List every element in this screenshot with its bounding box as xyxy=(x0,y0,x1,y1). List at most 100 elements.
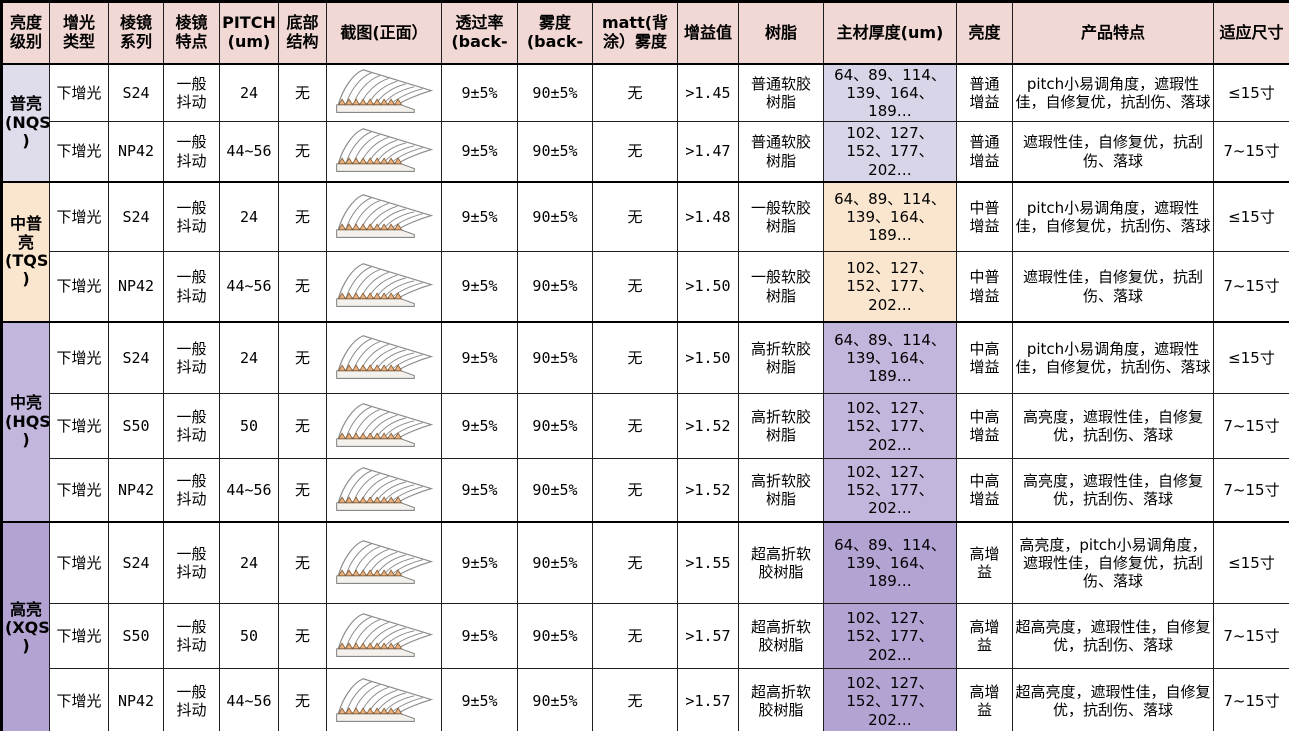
cell-matt-haze: 无 xyxy=(592,251,678,323)
cell-brightness: 中普 增益 xyxy=(956,180,1013,253)
cell-type: 下增光 xyxy=(49,62,109,123)
cell-bottom: 无 xyxy=(278,668,327,731)
col-header-type: 增光 类型 xyxy=(49,1,109,65)
cell-resin: 高折软胶 树脂 xyxy=(738,320,824,395)
group-label-hqs: 中亮 (HQS ) xyxy=(1,320,50,523)
col-header-series: 棱镜 系列 xyxy=(108,1,164,65)
cell-bottom: 无 xyxy=(278,603,327,670)
prism-cross-section-icon xyxy=(331,400,437,453)
cell-bottom: 无 xyxy=(278,251,327,323)
cell-transmittance: 9±5% xyxy=(441,458,518,523)
cell-type: 下增光 xyxy=(49,668,109,731)
col-header-gain: 增益值 xyxy=(677,1,739,65)
col-header-level: 亮度 级别 xyxy=(1,1,50,65)
cell-size: ≤15寸 xyxy=(1213,520,1289,605)
cell-feature: 一般 抖动 xyxy=(163,520,220,605)
cell-resin: 超高折软 胶树脂 xyxy=(738,520,824,605)
cell-haze: 90±5% xyxy=(517,62,593,123)
cell-gain: >1.48 xyxy=(677,180,739,253)
table-row: 下增光 NP42 一般 抖动 44~56 无 9±5% 90±5% 无 >1.5… xyxy=(2,251,1289,323)
cell-pitch: 24 xyxy=(219,180,279,253)
table-row: 高亮 (XQS ) 下增光 S24 一般 抖动 24 无 9±5% 90±5% … xyxy=(1,520,1289,731)
cell-resin: 高折软胶 树脂 xyxy=(738,458,824,523)
cell-feature: 一般 抖动 xyxy=(163,603,220,670)
prism-cross-section-icon xyxy=(331,125,437,178)
cell-gain: >1.57 xyxy=(677,668,739,731)
cell-type: 下增光 xyxy=(49,393,109,460)
cell-image xyxy=(326,320,442,395)
cell-brightness: 普通 增益 xyxy=(956,121,1013,183)
header-row: 亮度 级别 增光 类型 棱镜 系列 棱镜 特点 PITCH (um) 底部 结构… xyxy=(1,1,1289,65)
cell-features: 超高亮度，遮瑕性佳，自修复优，抗刮伤、落球 xyxy=(1012,603,1214,670)
cell-type: 下增光 xyxy=(49,520,109,605)
cell-haze: 90±5% xyxy=(517,393,593,460)
cell-features: 高亮度，遮瑕性佳，自修复优，抗刮伤、落球 xyxy=(1012,458,1214,523)
cell-image xyxy=(326,668,442,731)
cell-thickness: 102、127、152、177、202… xyxy=(823,458,957,523)
cell-image xyxy=(326,458,442,523)
cell-brightness: 中高 增益 xyxy=(956,320,1013,395)
cell-thickness: 64、89、114、139、164、189… xyxy=(823,320,957,395)
cell-features: 遮瑕性佳，自修复优，抗刮伤、落球 xyxy=(1012,251,1214,323)
table-row: 普亮 (NQS ) 下增光 S24 一般 抖动 24 无 9±5% 90±5% … xyxy=(1,62,1289,183)
cell-features: pitch小易调角度，遮瑕性佳，自修复优，抗刮伤、落球 xyxy=(1012,180,1214,253)
col-header-transmittance: 透过率 (back- xyxy=(441,1,518,65)
table-row: 下增光 S50 一般 抖动 50 无 9±5% 90±5% 无 >1.52 高折… xyxy=(2,393,1289,460)
cell-haze: 90±5% xyxy=(517,603,593,670)
col-header-image: 截图(正面） xyxy=(326,1,442,65)
cell-haze: 90±5% xyxy=(517,320,593,395)
cell-series: S50 xyxy=(108,393,164,460)
group-label-xqs: 高亮 (XQS ) xyxy=(1,520,50,731)
cell-gain: >1.50 xyxy=(677,251,739,323)
cell-matt-haze: 无 xyxy=(592,393,678,460)
cell-gain: >1.47 xyxy=(677,121,739,183)
cell-haze: 90±5% xyxy=(517,668,593,731)
cell-pitch: 44~56 xyxy=(219,458,279,523)
cell-feature: 一般 抖动 xyxy=(163,320,220,395)
table-row: 下增光 NP42 一般 抖动 44~56 无 9±5% 90±5% 无 >1.5… xyxy=(2,458,1289,523)
cell-thickness: 64、89、114、139、164、189… xyxy=(823,62,957,123)
cell-thickness: 64、89、114、139、164、189… xyxy=(823,520,957,605)
cell-series: S24 xyxy=(108,62,164,123)
cell-thickness: 102、127、152、177、202… xyxy=(823,251,957,323)
prism-cross-section-icon xyxy=(331,675,437,728)
cell-size: 7~15寸 xyxy=(1213,668,1289,731)
group-label-nqs: 普亮 (NQS ) xyxy=(1,62,50,183)
cell-pitch: 24 xyxy=(219,520,279,605)
prism-cross-section-icon xyxy=(331,464,437,517)
cell-transmittance: 9±5% xyxy=(441,520,518,605)
prism-cross-section-icon xyxy=(331,191,437,244)
cell-brightness: 中高 增益 xyxy=(956,458,1013,523)
cell-thickness: 102、127、152、177、202… xyxy=(823,393,957,460)
cell-bottom: 无 xyxy=(278,393,327,460)
group-label-tqs: 中普 亮 (TQS ) xyxy=(1,180,50,323)
prism-cross-section-icon xyxy=(331,537,437,590)
cell-gain: >1.55 xyxy=(677,520,739,605)
cell-pitch: 44~56 xyxy=(219,668,279,731)
cell-resin: 一般软胶 树脂 xyxy=(738,180,824,253)
cell-resin: 超高折软 胶树脂 xyxy=(738,668,824,731)
col-header-thickness: 主材厚度(um) xyxy=(823,1,957,65)
cell-matt-haze: 无 xyxy=(592,320,678,395)
cell-size: ≤15寸 xyxy=(1213,320,1289,395)
cell-brightness: 高增 益 xyxy=(956,668,1013,731)
cell-size: 7~15寸 xyxy=(1213,251,1289,323)
cell-pitch: 24 xyxy=(219,320,279,395)
cell-haze: 90±5% xyxy=(517,458,593,523)
prism-cross-section-icon xyxy=(331,260,437,313)
cell-features: 遮瑕性佳，自修复优，抗刮伤、落球 xyxy=(1012,121,1214,183)
cell-resin: 一般软胶 树脂 xyxy=(738,251,824,323)
cell-series: NP42 xyxy=(108,458,164,523)
cell-bottom: 无 xyxy=(278,180,327,253)
cell-matt-haze: 无 xyxy=(592,458,678,523)
cell-image xyxy=(326,520,442,605)
table-row: 中普 亮 (TQS ) 下增光 S24 一般 抖动 24 无 9±5% 90±5… xyxy=(1,180,1289,323)
cell-gain: >1.52 xyxy=(677,458,739,523)
cell-size: 7~15寸 xyxy=(1213,393,1289,460)
cell-feature: 一般 抖动 xyxy=(163,458,220,523)
cell-gain: >1.50 xyxy=(677,320,739,395)
cell-series: NP42 xyxy=(108,251,164,323)
cell-transmittance: 9±5% xyxy=(441,393,518,460)
